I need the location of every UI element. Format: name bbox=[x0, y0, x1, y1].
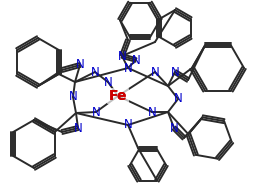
Text: N: N bbox=[92, 105, 100, 119]
Text: N: N bbox=[151, 66, 159, 78]
Text: N: N bbox=[104, 75, 112, 88]
Text: N: N bbox=[171, 66, 179, 78]
Text: N: N bbox=[148, 105, 156, 119]
Text: N: N bbox=[69, 91, 77, 104]
Text: N: N bbox=[132, 53, 140, 67]
FancyBboxPatch shape bbox=[107, 88, 129, 104]
Text: N: N bbox=[124, 119, 132, 132]
Text: N: N bbox=[74, 122, 82, 135]
Text: Fe: Fe bbox=[109, 89, 127, 103]
Text: N: N bbox=[118, 50, 126, 63]
Text: N: N bbox=[174, 92, 183, 105]
Text: N: N bbox=[76, 59, 84, 71]
Text: Fe: Fe bbox=[109, 89, 127, 103]
Text: N: N bbox=[91, 66, 99, 78]
Text: N: N bbox=[170, 122, 178, 135]
Text: N: N bbox=[124, 61, 132, 74]
